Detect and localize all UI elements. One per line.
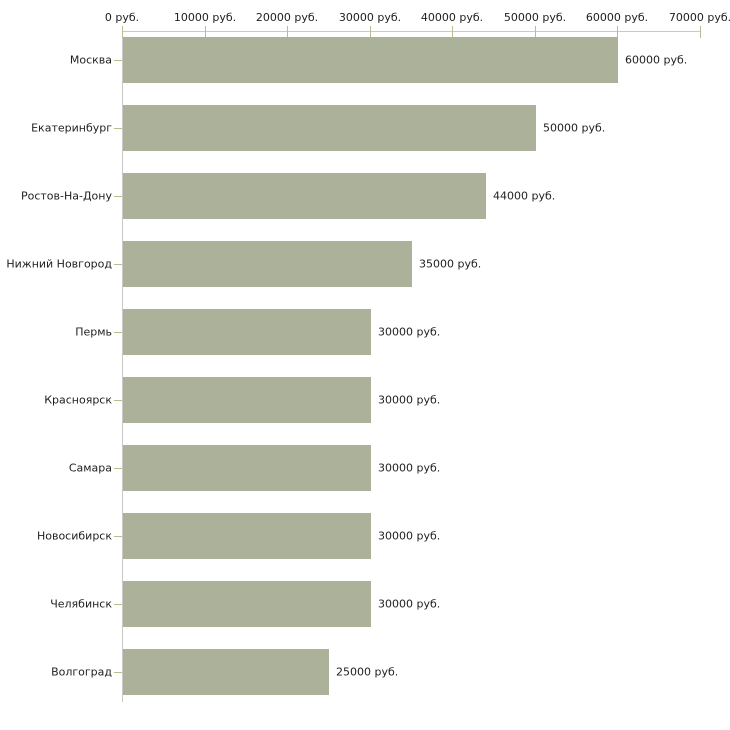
- category-label: Москва: [69, 53, 112, 67]
- value-label: 30000 руб.: [378, 393, 441, 407]
- x-axis-tick-mark: [205, 26, 206, 38]
- x-axis-tick-mark: [617, 26, 618, 38]
- y-axis-tick-mark: [114, 604, 122, 605]
- y-axis-tick-mark: [114, 400, 122, 401]
- category-label: Новосибирск: [36, 529, 112, 543]
- category-label: Екатеринбург: [31, 121, 112, 135]
- y-axis-tick-mark: [114, 60, 122, 61]
- bar-8: [123, 513, 371, 559]
- bar-10: [123, 649, 329, 695]
- x-axis-tick-label: 30000 руб.: [338, 11, 402, 24]
- y-axis-tick-mark: [114, 196, 122, 197]
- bar-6: [123, 377, 371, 423]
- x-axis-tick-label: 50000 руб.: [503, 11, 567, 24]
- category-label: Ростов-На-Дону: [20, 189, 112, 203]
- y-axis-tick-mark: [114, 672, 122, 673]
- category-label: Красноярск: [44, 393, 112, 407]
- x-axis-tick-label: 10000 руб.: [173, 11, 237, 24]
- value-label: 60000 руб.: [625, 53, 688, 67]
- y-axis-tick-mark: [114, 128, 122, 129]
- y-axis-line: [122, 31, 123, 702]
- bar-5: [123, 309, 371, 355]
- y-axis-tick-mark: [114, 332, 122, 333]
- x-axis-tick-mark: [452, 26, 453, 38]
- bar-4: [123, 241, 412, 287]
- x-axis-tick-label: 0 руб.: [104, 11, 140, 24]
- y-axis-tick-mark: [114, 468, 122, 469]
- category-label: Волгоград: [51, 665, 112, 679]
- x-axis-tick-mark: [370, 26, 371, 38]
- x-axis-tick-label: 70000 руб.: [668, 11, 730, 24]
- x-axis-line: [122, 31, 701, 32]
- category-label: Челябинск: [50, 597, 112, 611]
- value-label: 35000 руб.: [419, 257, 482, 271]
- value-label: 30000 руб.: [378, 461, 441, 475]
- bar-1: [123, 37, 618, 83]
- bar-7: [123, 445, 371, 491]
- value-label: 30000 руб.: [378, 325, 441, 339]
- x-axis-tick-mark: [700, 26, 701, 38]
- x-axis-tick-mark: [535, 26, 536, 38]
- x-axis-tick-label: 20000 руб.: [255, 11, 319, 24]
- x-axis-tick-mark: [122, 26, 123, 38]
- category-label: Самара: [68, 461, 112, 475]
- bar-9: [123, 581, 371, 627]
- category-label: Пермь: [75, 325, 112, 339]
- value-label: 30000 руб.: [378, 597, 441, 611]
- y-axis-tick-mark: [114, 264, 122, 265]
- category-label: Нижний Новгород: [6, 257, 112, 271]
- value-label: 30000 руб.: [378, 529, 441, 543]
- value-label: 25000 руб.: [336, 665, 399, 679]
- bar-3: [123, 173, 486, 219]
- bar-2: [123, 105, 536, 151]
- y-axis-tick-mark: [114, 536, 122, 537]
- x-axis-tick-label: 40000 руб.: [420, 11, 484, 24]
- x-axis-tick-mark: [287, 26, 288, 38]
- value-label: 50000 руб.: [543, 121, 606, 135]
- value-label: 44000 руб.: [493, 189, 556, 203]
- x-axis-tick-label: 60000 руб.: [585, 11, 649, 24]
